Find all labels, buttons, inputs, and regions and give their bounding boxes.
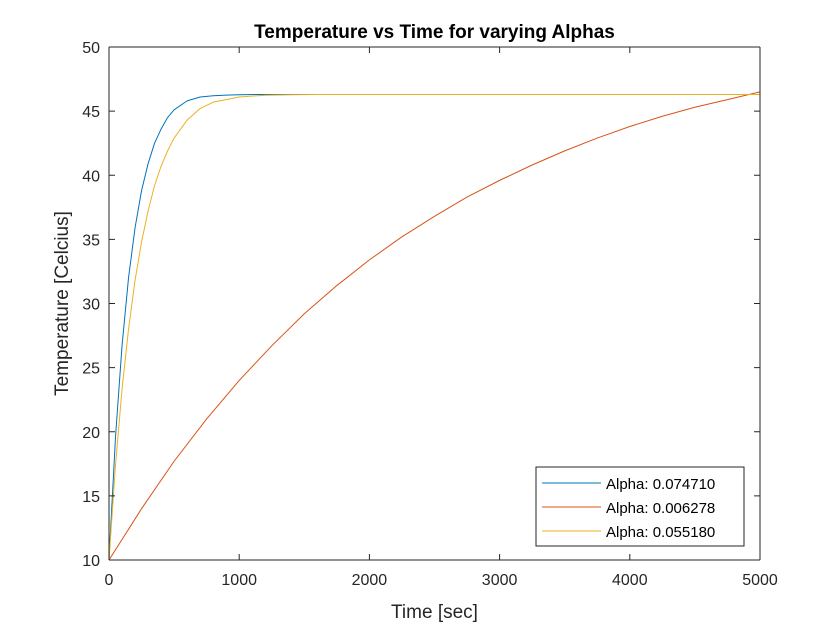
x-tick-label: 0 (105, 572, 114, 589)
y-tick-label: 40 (82, 168, 100, 185)
chart-title: Temperature vs Time for varying Alphas (254, 22, 615, 43)
y-axis-label: Temperature [Celcius] (52, 211, 73, 396)
x-tick-label: 1000 (221, 572, 257, 589)
y-tick-label: 25 (82, 361, 100, 378)
series-line-3 (108, 93, 760, 561)
y-tick-label: 20 (82, 425, 100, 442)
x-tick-label: 3000 (482, 572, 518, 589)
legend-label-alpha-2: Alpha: 0.006278 (606, 500, 715, 517)
x-axis-label: Time [sec] (391, 602, 478, 623)
y-tick-label: 45 (82, 104, 100, 121)
y-tick-label: 10 (82, 553, 100, 570)
y-tick-label: 15 (82, 489, 100, 506)
y-tick-label: 30 (82, 297, 100, 314)
series-layer (108, 91, 761, 561)
legend: Alpha: 0.074710 Alpha: 0.006278 Alpha: 0… (535, 466, 745, 547)
legend-label-alpha-1: Alpha: 0.074710 (606, 476, 715, 493)
x-tick-label: 5000 (742, 572, 778, 589)
x-tick-label: 2000 (352, 572, 388, 589)
y-tick-label: 50 (82, 40, 100, 57)
legend-label-alpha-3: Alpha: 0.055180 (606, 524, 715, 541)
x-tick-label: 4000 (612, 572, 648, 589)
y-tick-label: 35 (82, 232, 100, 249)
ticks-layer: 0 1000 2000 3000 4000 5000 10 15 20 25 30 35 40 45 50 (82, 40, 778, 589)
series-line-2 (108, 91, 761, 561)
